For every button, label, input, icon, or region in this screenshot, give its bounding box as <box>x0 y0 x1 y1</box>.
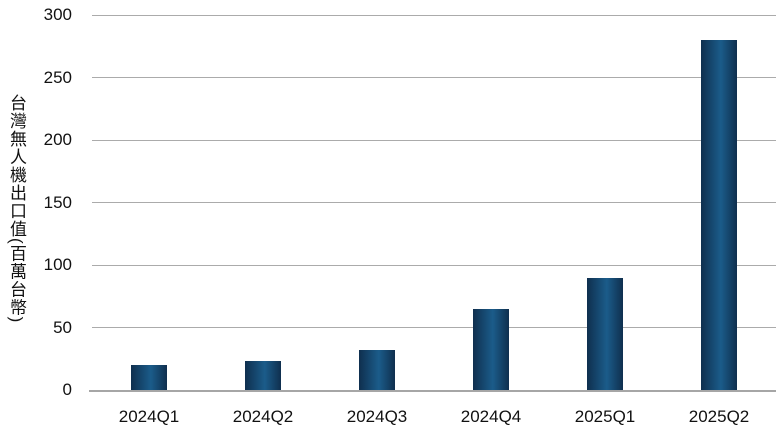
bar-2024Q4 <box>473 308 509 390</box>
gridline-200 <box>92 139 776 141</box>
bar-2025Q2 <box>701 40 737 390</box>
gridline-50 <box>92 327 776 328</box>
x-tick-label-2025Q2: 2025Q2 <box>688 407 750 426</box>
x-axis-line <box>89 390 776 392</box>
gridline-150 <box>92 202 776 203</box>
bar-2024Q1 <box>131 365 167 390</box>
bar-2024Q3 <box>359 350 395 390</box>
y-axis-title: 台灣無人機出口值(百萬台幣) <box>7 94 26 324</box>
x-tick-label-2024Q4: 2024Q4 <box>460 407 522 426</box>
plot-area <box>92 0 776 390</box>
y-tick-label-0: 0 <box>62 380 72 399</box>
gridline-300 <box>92 14 776 16</box>
gridline-100 <box>92 264 776 266</box>
y-tick-label-250: 250 <box>43 67 72 87</box>
y-tick-label-50: 50 <box>53 317 72 337</box>
x-tick-label-2024Q1: 2024Q1 <box>118 407 180 426</box>
x-tick-label-2024Q2: 2024Q2 <box>232 407 294 426</box>
x-tick-label-2024Q3: 2024Q3 <box>346 407 408 426</box>
bar-2024Q2 <box>245 361 281 390</box>
y-tick-label-200: 200 <box>43 130 72 149</box>
y-tick-label-100: 100 <box>43 255 72 274</box>
x-tick-label-2025Q1: 2025Q1 <box>574 407 636 426</box>
y-tick-label-150: 150 <box>43 192 72 212</box>
gridline-250 <box>92 77 776 78</box>
bar-2025Q1 <box>587 277 623 390</box>
y-tick-label-300: 300 <box>43 5 72 24</box>
